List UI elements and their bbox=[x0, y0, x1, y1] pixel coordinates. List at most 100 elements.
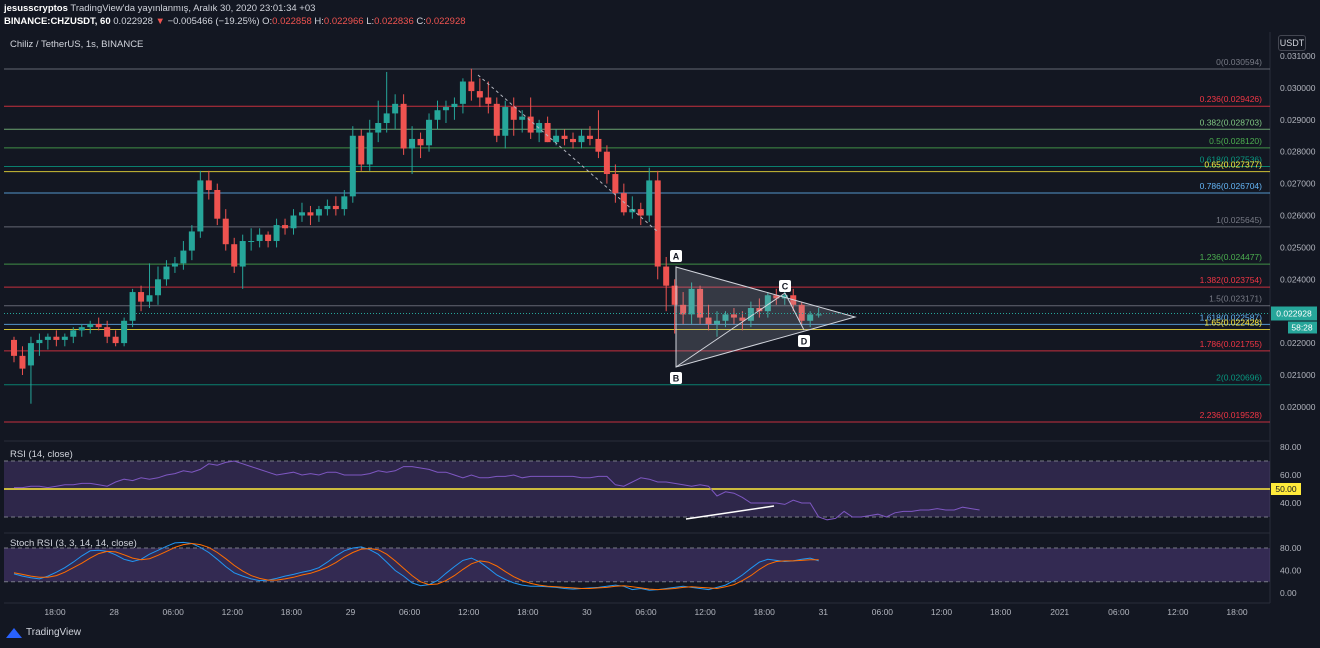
fib-level-label: 1.65(0.022428) bbox=[1204, 317, 1262, 327]
price-change: −0.005466 (−19.25%) bbox=[167, 16, 260, 27]
candle-body bbox=[324, 205, 331, 210]
time-tick-label: 18:00 bbox=[517, 607, 539, 617]
fib-level-label: 0.5(0.028120) bbox=[1209, 136, 1262, 146]
pattern-point-label: D bbox=[801, 337, 808, 347]
time-tick-label: 28 bbox=[109, 607, 119, 617]
rsi-tick-label: 40.00 bbox=[1280, 498, 1302, 508]
rsi-tick-label: 60.00 bbox=[1280, 470, 1302, 480]
rsi-label: RSI (14, close) bbox=[10, 449, 73, 460]
candle-body bbox=[273, 225, 280, 242]
candle-body bbox=[248, 241, 255, 243]
candle-body bbox=[256, 234, 263, 242]
candle-body bbox=[578, 135, 585, 143]
candle-body bbox=[70, 330, 77, 337]
candle-body bbox=[27, 343, 34, 366]
candle-body bbox=[87, 323, 94, 328]
candle-body bbox=[680, 304, 687, 315]
price-tick-label: 0.027000 bbox=[1280, 179, 1316, 189]
candle-body bbox=[112, 336, 119, 344]
pattern-point-marker bbox=[779, 280, 791, 292]
candle-body bbox=[349, 135, 356, 197]
candle-body bbox=[493, 103, 500, 136]
candle-body bbox=[561, 135, 568, 139]
candle-body bbox=[197, 180, 204, 232]
candle-body bbox=[570, 138, 577, 143]
tradingview-icon bbox=[6, 627, 22, 638]
rsi-level-tag bbox=[1271, 483, 1301, 495]
stoch-k-line bbox=[13, 541, 819, 591]
fib-level-label: 0.65(0.027377) bbox=[1204, 160, 1262, 170]
time-tick-label: 31 bbox=[819, 607, 829, 617]
candle-body bbox=[282, 225, 289, 229]
price-tick-label: 0.026000 bbox=[1280, 211, 1316, 221]
candle-body bbox=[375, 122, 382, 133]
stoch-rsi-label: Stoch RSI (3, 3, 14, 14, close) bbox=[10, 538, 137, 549]
candle-body bbox=[663, 266, 670, 286]
dashed-trendline bbox=[477, 74, 659, 233]
candle-body bbox=[476, 91, 483, 98]
fib-level-label: 1(0.025645) bbox=[1216, 215, 1262, 225]
candle-body bbox=[188, 231, 195, 251]
triangle-pattern bbox=[675, 266, 857, 368]
candle-body bbox=[104, 327, 111, 337]
close-value: 0.022928 bbox=[425, 16, 466, 27]
fib-level-label: 0.236(0.029426) bbox=[1200, 94, 1263, 104]
candle-body bbox=[180, 250, 187, 264]
fib-level-label: 1.618(0.022587) bbox=[1200, 312, 1263, 322]
candle-body bbox=[756, 308, 763, 312]
candle-body bbox=[205, 180, 212, 190]
candle-body bbox=[366, 132, 373, 165]
candle-body bbox=[747, 308, 754, 321]
candle-body bbox=[129, 292, 136, 321]
candle-body bbox=[400, 103, 407, 149]
close-label: C: bbox=[416, 16, 426, 27]
high-value: 0.022966 bbox=[323, 16, 364, 27]
price-tick-label: 0.020000 bbox=[1280, 402, 1316, 412]
candle-body bbox=[61, 336, 68, 340]
price-tick-label: 0.025000 bbox=[1280, 242, 1316, 252]
candle-body bbox=[739, 317, 746, 321]
low-value: 0.022836 bbox=[374, 16, 414, 27]
time-tick-label: 18:00 bbox=[754, 607, 776, 617]
candle-body bbox=[44, 336, 51, 340]
pattern-leg bbox=[784, 292, 805, 331]
time-tick-label: 18:00 bbox=[1226, 607, 1248, 617]
candle-body bbox=[78, 327, 85, 331]
publish-date: TradingView'da yayınlanmış, Aralık 30, 2… bbox=[70, 3, 316, 14]
candle-body bbox=[315, 209, 322, 216]
stoch-tick-label: 0.00 bbox=[1280, 588, 1297, 598]
time-tick-label: 06:00 bbox=[635, 607, 657, 617]
fib-level-label: 2.236(0.019528) bbox=[1200, 410, 1263, 420]
candle-body bbox=[629, 209, 636, 213]
pattern-point-label: A bbox=[673, 252, 680, 262]
candle-body bbox=[502, 107, 509, 136]
candle-body bbox=[222, 218, 229, 245]
candle-body bbox=[595, 138, 602, 152]
stoch-tick-label: 80.00 bbox=[1280, 543, 1302, 553]
fib-level-label: 0.786(0.026704) bbox=[1200, 181, 1263, 191]
low-label: L: bbox=[366, 16, 375, 27]
candle-body bbox=[307, 212, 314, 216]
pattern-point-label: C bbox=[782, 282, 789, 292]
candle-body bbox=[383, 113, 390, 123]
candle-body bbox=[646, 180, 653, 216]
rsi-level-tag-text: 50.00 bbox=[1275, 484, 1297, 494]
symbol-interval: BINANCE:CHZUSDT, 60 bbox=[4, 16, 111, 27]
price-tick-label: 0.024000 bbox=[1280, 274, 1316, 284]
candle-body bbox=[519, 116, 526, 120]
time-tick-label: 12:00 bbox=[1167, 607, 1189, 617]
candle-body bbox=[163, 266, 170, 280]
candle-body bbox=[510, 107, 517, 120]
pattern-point-marker bbox=[798, 335, 810, 347]
candle-body bbox=[798, 304, 805, 321]
candle-body bbox=[19, 355, 26, 369]
currency-button[interactable]: USDT bbox=[1278, 35, 1306, 51]
candle-body bbox=[121, 320, 128, 344]
candle-body bbox=[298, 212, 305, 216]
candle-body bbox=[671, 285, 678, 305]
price-tick-label: 0.031000 bbox=[1280, 51, 1316, 61]
candle-body bbox=[11, 339, 17, 356]
time-tick-label: 06:00 bbox=[1108, 607, 1130, 617]
price-tick-label: 0.022000 bbox=[1280, 338, 1316, 348]
